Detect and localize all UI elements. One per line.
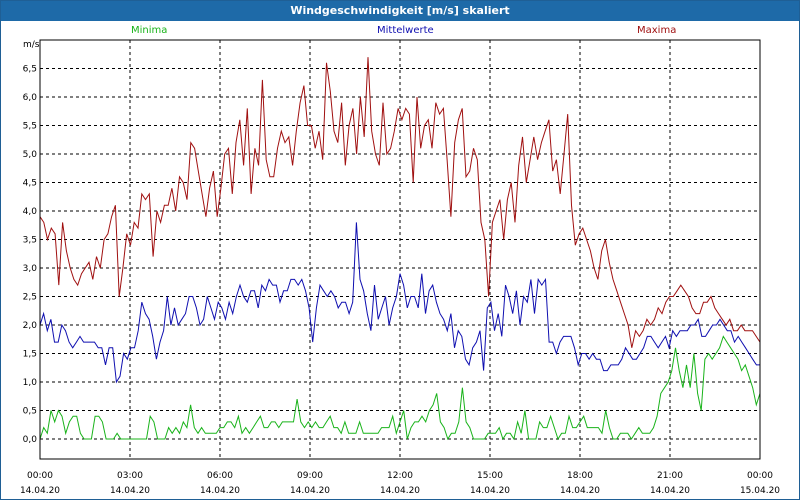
x-tick-time: 00:00 bbox=[27, 471, 53, 481]
y-tick-label: 5,0 bbox=[23, 150, 38, 160]
y-tick-labels: 0,0 0,5 1,0 1,5 2,0 2,5 3,0 3,5 4,0 4,5 5,0 5,5 6,0 6… bbox=[23, 65, 38, 446]
y-tick-label: 2,5 bbox=[23, 293, 37, 303]
x-tick-time: 03:00 bbox=[117, 471, 143, 481]
series-line-maxima bbox=[39, 57, 761, 348]
y-tick-label: 3,0 bbox=[23, 264, 38, 274]
x-tick-time: 00:00 bbox=[747, 471, 773, 481]
y-tick-label: 1,0 bbox=[23, 378, 38, 388]
x-tick-time: 18:00 bbox=[567, 471, 593, 481]
x-tick-date: 14.04.20 bbox=[560, 486, 600, 496]
y-tick-label: 3,5 bbox=[23, 236, 37, 246]
series-line-minima bbox=[39, 335, 761, 441]
x-tick-date: 14.04.20 bbox=[650, 486, 690, 496]
plot-frame bbox=[39, 39, 761, 460]
x-tick-date: 14.04.20 bbox=[470, 486, 510, 496]
legend-maxima: Maxima bbox=[637, 25, 677, 36]
series-lines bbox=[39, 57, 761, 441]
x-tick-time: 12:00 bbox=[387, 471, 413, 481]
grid-lines bbox=[40, 40, 760, 459]
x-tick-date: 15.04.20 bbox=[740, 486, 780, 496]
legend-mittelwerte: Mittelwerte bbox=[377, 25, 434, 36]
y-tick-label: 5,5 bbox=[23, 122, 37, 132]
x-tick-date: 14.04.20 bbox=[290, 486, 330, 496]
x-tick-time: 21:00 bbox=[657, 471, 683, 481]
x-tick-time: 15:00 bbox=[477, 471, 503, 481]
y-tick-label: 6,5 bbox=[23, 65, 37, 75]
legend-minima: Minima bbox=[131, 25, 168, 36]
y-tick-label: 2,0 bbox=[23, 321, 38, 331]
y-tick-label: 0,5 bbox=[23, 407, 37, 417]
x-tick-date: 14.04.20 bbox=[20, 486, 60, 496]
x-tick-date: 14.04.20 bbox=[380, 486, 420, 496]
x-tick-time: 06:00 bbox=[207, 471, 233, 481]
y-axis-label: m/s bbox=[23, 40, 40, 50]
x-tick-date: 14.04.20 bbox=[200, 486, 240, 496]
series-line-mittelwerte bbox=[39, 222, 760, 384]
y-tick-label: 1,5 bbox=[23, 350, 37, 360]
window-title: Windgeschwindigkeit [m/s] skaliert bbox=[1, 1, 799, 21]
y-tick-label: 0,0 bbox=[23, 435, 38, 445]
x-tick-date: 14.04.20 bbox=[110, 486, 150, 496]
y-tick-label: 4,5 bbox=[23, 179, 37, 189]
y-tick-label: 6,0 bbox=[23, 93, 38, 103]
x-tick-time: 09:00 bbox=[297, 471, 323, 481]
x-tick-labels: 00:00 14.04.20 03:00 14.04.20 06:00 14.04.20 0… bbox=[20, 471, 780, 496]
y-tick-label: 4,0 bbox=[23, 207, 38, 217]
